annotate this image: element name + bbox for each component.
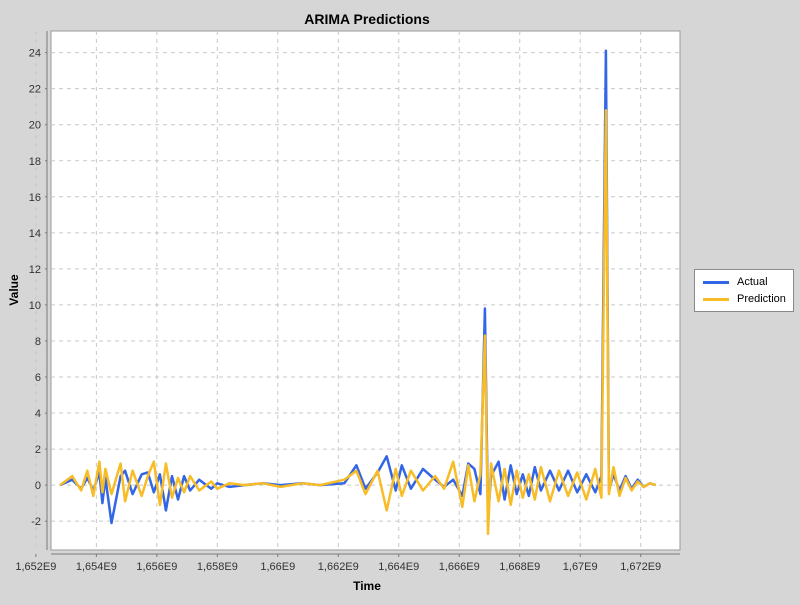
grid — [35, 31, 680, 550]
legend-label-prediction: Prediction — [737, 293, 786, 305]
y-tick-label: 14 — [29, 228, 41, 240]
y-tick-label: 12 — [29, 264, 41, 276]
x-tick-label: 1,654E9 — [76, 561, 117, 573]
y-tick-label: 16 — [29, 192, 41, 204]
legend-item-prediction: Prediction — [703, 291, 786, 307]
legend-item-actual: Actual — [703, 274, 768, 290]
series-line-prediction — [59, 109, 657, 536]
legend-swatch-actual — [703, 280, 729, 284]
y-tick-label: 22 — [29, 84, 41, 96]
x-tick-label: 1,656E9 — [136, 561, 177, 573]
x-tick-label: 1,662E9 — [318, 561, 359, 573]
y-tick-label: 6 — [35, 372, 41, 384]
y-axis-label: Value — [7, 274, 21, 306]
chart-title: ARIMA Predictions — [304, 11, 430, 27]
y-tick-label: -2 — [31, 516, 41, 528]
y-tick-label: 4 — [35, 408, 41, 420]
x-tick-label: 1,664E9 — [378, 561, 419, 573]
legend-swatch-prediction — [703, 297, 729, 301]
y-tick-label: 24 — [29, 48, 41, 60]
y-tick-label: 10 — [29, 300, 41, 312]
legend: Actual Prediction — [694, 269, 794, 312]
legend-label-actual: Actual — [737, 276, 768, 288]
x-tick-label: 1,658E9 — [197, 561, 238, 573]
plot-area — [50, 30, 681, 551]
x-tick-label: 1,652E9 — [15, 561, 56, 573]
y-tick-label: 2 — [35, 444, 41, 456]
y-tick-label: 18 — [29, 156, 41, 168]
x-axis-label: Time — [353, 579, 381, 593]
x-tick-label: 1,67E9 — [563, 561, 598, 573]
series-group — [59, 49, 657, 536]
y-tick-label: 20 — [29, 120, 41, 132]
x-tick-label: 1,672E9 — [620, 561, 661, 573]
x-tick-label: 1,668E9 — [499, 561, 540, 573]
x-tick-label: 1,66E9 — [260, 561, 295, 573]
x-tick-label: 1,666E9 — [439, 561, 480, 573]
series-line-actual — [59, 49, 657, 525]
y-tick-label: 8 — [35, 336, 41, 348]
y-tick-label: 0 — [35, 480, 41, 492]
